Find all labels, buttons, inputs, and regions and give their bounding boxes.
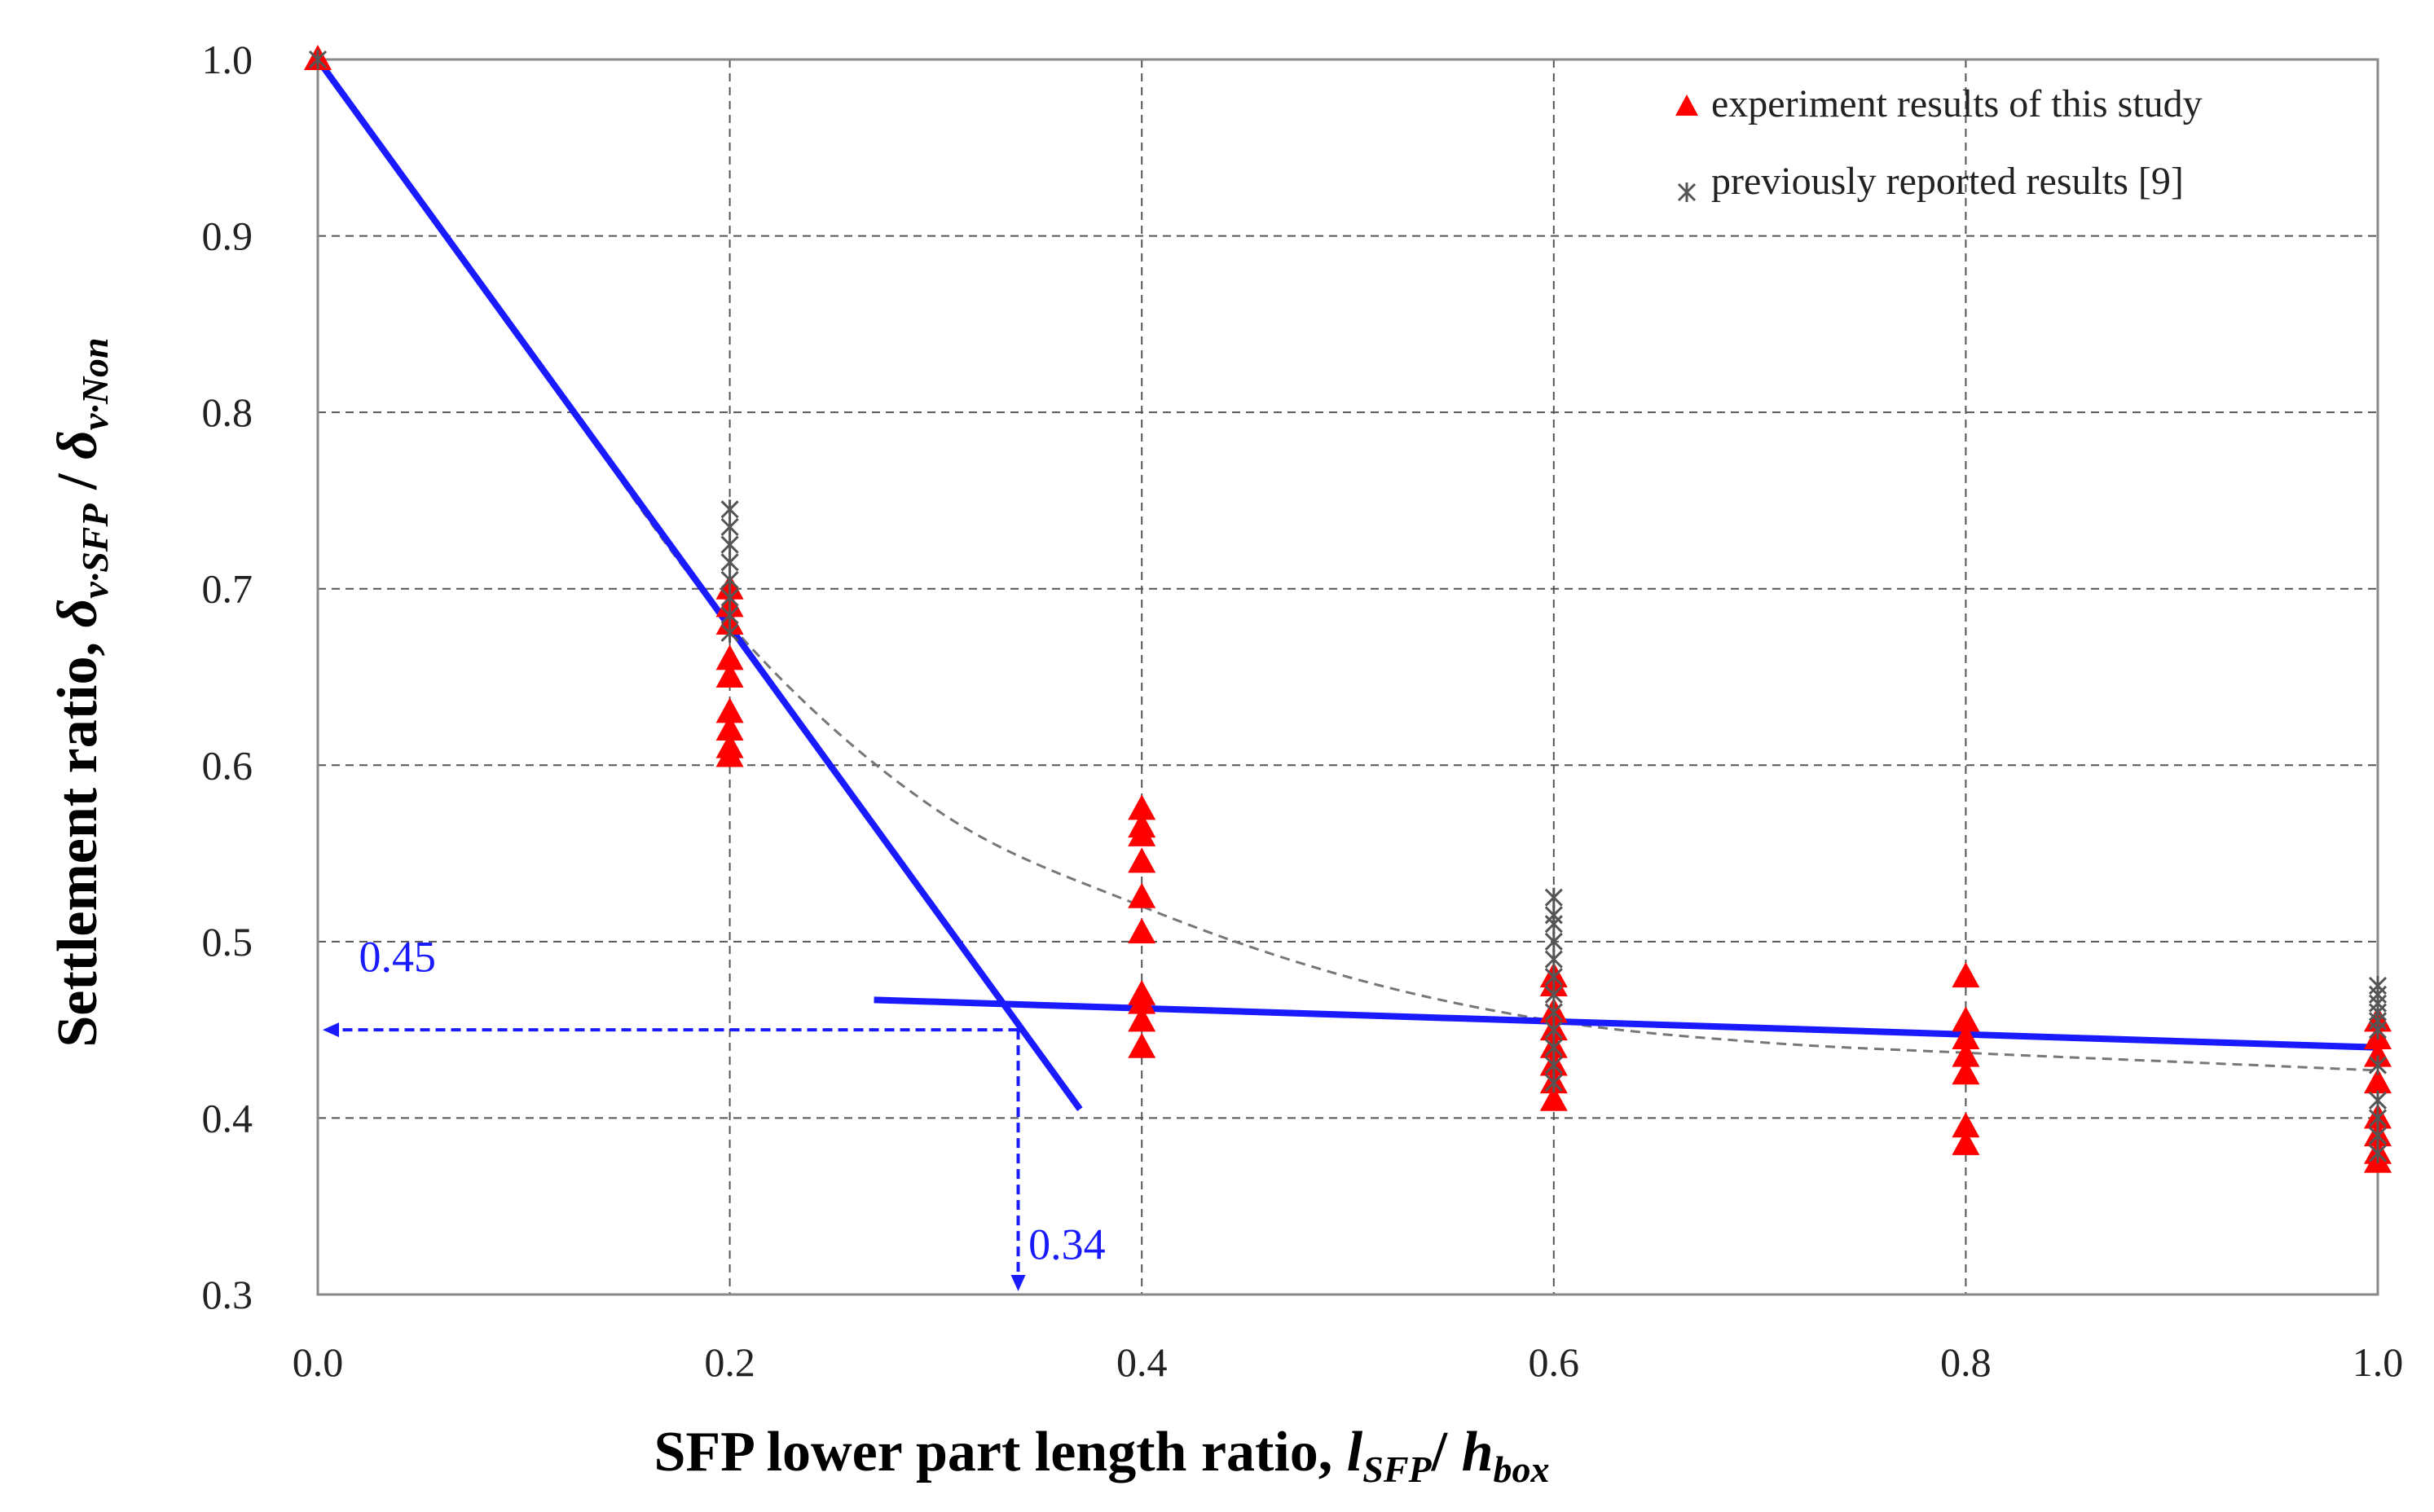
experiment-marker — [715, 662, 744, 688]
experiment-marker — [1128, 988, 1156, 1014]
x-tick-label: 0.2 — [704, 1339, 755, 1385]
arrowhead-down — [1010, 1275, 1026, 1291]
experiment-marker — [1952, 1006, 1980, 1032]
experiment-marker — [715, 714, 744, 741]
experiment-marker — [2364, 1068, 2392, 1094]
legend-asterisk-icon — [1677, 182, 1697, 202]
previous-marker — [720, 587, 739, 608]
experiment-marker — [715, 644, 744, 670]
previous-marker — [720, 569, 739, 590]
previous-marker — [2368, 1143, 2388, 1163]
experiment-marker — [1128, 847, 1156, 873]
experiment-marker — [1952, 1023, 1980, 1049]
experiment-marker — [1952, 1041, 1980, 1067]
experiment-marker — [715, 741, 744, 767]
previous-marker — [1544, 1037, 1563, 1057]
x-axis-title-l: l — [1347, 1421, 1363, 1483]
x-tick-label: 0.0 — [293, 1339, 344, 1385]
x-axis-title-l-sub: SFP — [1362, 1448, 1432, 1490]
y-axis-title-delta1: δ — [46, 599, 109, 628]
previous-marker — [1544, 1002, 1563, 1022]
legend-triangle-icon — [1675, 94, 1698, 116]
previous-marker — [1544, 967, 1563, 987]
y-axis-title-delta2-sub: v·Non — [74, 337, 116, 430]
x-tick-label: 0.8 — [1940, 1339, 1992, 1385]
experiment-marker — [1128, 918, 1156, 944]
previous-marker — [720, 622, 739, 643]
annotation-label: 0.34 — [1028, 1220, 1106, 1269]
previous-marker — [1544, 984, 1563, 1004]
plot-frame — [316, 58, 2379, 1296]
previous-marker — [720, 605, 739, 626]
previous-marker — [1544, 887, 1563, 908]
previous-marker — [720, 552, 739, 573]
previous-marker — [720, 534, 739, 555]
annotation-label: 0.45 — [359, 933, 437, 982]
legend-label-previous: previously reported results [9] — [1711, 160, 2184, 203]
x-axis-title: SFP lower part length ratio, lSFP/ hbox — [654, 1421, 1549, 1490]
y-tick-label: 0.6 — [202, 742, 253, 788]
previous-marker — [2368, 1090, 2388, 1110]
experiment-marker — [1952, 962, 1980, 988]
arrowhead-left — [323, 1022, 339, 1038]
y-axis-title-slash: / — [46, 459, 109, 503]
previous-marker — [1544, 1073, 1563, 1093]
previous-marker — [720, 516, 739, 537]
y-axis-title-delta2: δ — [46, 430, 109, 459]
experiment-marker — [1952, 1112, 1980, 1138]
legend-label-experiment: experiment results of this study — [1711, 82, 2203, 125]
y-axis-title: Settlement ratio, δv·SFP / δv·Non — [46, 337, 116, 1047]
previous-marker — [1544, 1055, 1563, 1075]
y-tick-label: 0.7 — [202, 566, 253, 612]
x-axis-title-h: h — [1462, 1421, 1494, 1483]
experiment-marker — [1539, 1085, 1568, 1111]
legend: experiment results of this study previou… — [1675, 82, 2203, 203]
markers — [304, 45, 2392, 1173]
x-tick-label: 1.0 — [2353, 1339, 2404, 1385]
experiment-marker — [1128, 820, 1156, 846]
experiment-marker — [1128, 1032, 1156, 1058]
previous-marker — [1544, 914, 1563, 934]
curves — [315, 57, 2379, 1111]
previous-marker — [1544, 931, 1563, 952]
previous-marker — [2368, 1108, 2388, 1128]
y-axis-title-main: Settlement ratio, — [46, 628, 109, 1048]
previous-marker — [1544, 1020, 1563, 1040]
annotations: 0.45 0.34 — [323, 933, 1106, 1291]
previous-marker — [1544, 949, 1563, 969]
experiment-marker — [1128, 1006, 1156, 1032]
y-tick-label: 1.0 — [202, 37, 253, 82]
y-tick-label: 0.5 — [202, 919, 253, 965]
experiment-marker — [2364, 1041, 2392, 1067]
y-tick-label: 0.8 — [202, 389, 253, 435]
x-axis-title-main: SFP lower part length ratio, — [654, 1421, 1346, 1483]
y-axis-ticks: 0.3 0.4 0.5 0.6 0.7 0.8 0.9 1.0 — [202, 37, 253, 1317]
grid — [318, 59, 2378, 1294]
experiment-marker — [1128, 794, 1156, 820]
previous-marker — [2368, 1055, 2388, 1075]
y-tick-label: 0.9 — [202, 213, 253, 259]
fit-line-steep — [315, 57, 1083, 1111]
x-axis-ticks: 0.0 0.2 0.4 0.6 0.8 1.0 — [293, 1339, 2404, 1385]
experiment-marker — [715, 697, 744, 723]
y-axis-title-delta1-sub: v·SFP — [74, 503, 116, 599]
experiment-marker — [1952, 1059, 1980, 1085]
x-tick-label: 0.4 — [1116, 1339, 1168, 1385]
previous-marker — [2368, 1020, 2388, 1040]
previous-marker — [2368, 1126, 2388, 1146]
x-axis-title-slash: / — [1431, 1421, 1462, 1483]
y-tick-label: 0.4 — [202, 1095, 253, 1141]
x-axis-title-h-sub: box — [1494, 1448, 1550, 1490]
x-tick-label: 0.6 — [1529, 1339, 1580, 1385]
y-tick-label: 0.3 — [202, 1272, 253, 1317]
previous-marker — [720, 499, 739, 520]
experiment-marker — [1128, 882, 1156, 908]
experiment-marker — [1952, 1129, 1980, 1155]
fit-line-flat — [874, 996, 2379, 1051]
previous-marker — [308, 50, 328, 69]
